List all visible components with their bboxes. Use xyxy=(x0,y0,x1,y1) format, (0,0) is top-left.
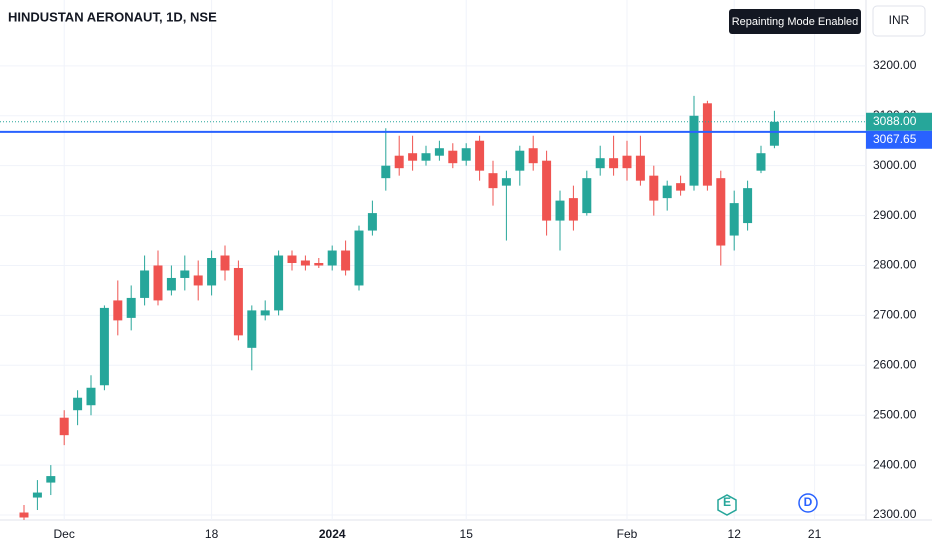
candle-body xyxy=(555,200,565,221)
last-price-box xyxy=(866,112,932,131)
candle-body xyxy=(716,178,726,246)
candle-body xyxy=(689,115,699,186)
candle-body xyxy=(568,198,578,221)
x-tick-label: Dec xyxy=(54,527,75,541)
candle-body xyxy=(180,270,190,278)
candle-body xyxy=(46,476,56,483)
candle-body xyxy=(408,153,418,161)
candle-body xyxy=(475,140,485,171)
x-tick-label: Feb xyxy=(617,527,638,541)
marker-label[interactable]: D xyxy=(804,495,813,509)
x-tick-label: 21 xyxy=(808,527,822,541)
candle-body xyxy=(515,150,525,171)
candle-body xyxy=(743,188,753,224)
plot xyxy=(0,0,866,520)
y-tick-label: 3000.00 xyxy=(873,158,917,172)
candle-body xyxy=(153,265,163,301)
candle-body xyxy=(233,267,243,336)
candle-body xyxy=(32,492,42,498)
last-price-label: 3088.00 xyxy=(873,114,917,128)
candle-body xyxy=(260,310,270,316)
candle-body xyxy=(448,150,458,164)
candle-body xyxy=(220,255,230,271)
badge: Repainting Mode Enabled xyxy=(732,16,859,28)
candle-body xyxy=(73,397,83,411)
candle-body xyxy=(140,270,150,298)
candle-body xyxy=(461,148,471,161)
candle-body xyxy=(193,275,203,286)
reference-label: 3067.65 xyxy=(873,132,917,146)
price-axis-panel xyxy=(866,0,932,550)
currency[interactable]: INR xyxy=(889,13,910,27)
y-tick-label: 2400.00 xyxy=(873,457,917,471)
candle-body xyxy=(99,307,109,386)
candle-body xyxy=(756,153,766,171)
candle-body xyxy=(341,250,351,271)
candle-body xyxy=(421,153,431,161)
candle-body xyxy=(501,178,511,186)
candle-body xyxy=(488,173,498,189)
x-tick-label: 15 xyxy=(460,527,474,541)
candle-body xyxy=(287,255,297,263)
y-tick-label: 2700.00 xyxy=(873,308,917,322)
candle-body xyxy=(582,178,592,214)
candle-body xyxy=(769,121,779,146)
candle-body xyxy=(434,148,444,156)
candle-body xyxy=(274,255,284,311)
x-tick-label: 12 xyxy=(728,527,742,541)
candle-body xyxy=(662,185,672,199)
candle-body xyxy=(207,258,217,286)
y-tick-label: 2800.00 xyxy=(873,258,917,272)
candle-body xyxy=(300,260,310,266)
badge-bg xyxy=(729,9,861,34)
candle-body xyxy=(729,203,739,236)
candle-body xyxy=(649,175,659,201)
candle-body xyxy=(86,387,96,406)
candle-body xyxy=(247,310,257,348)
x-tick-label: 18 xyxy=(205,527,219,541)
candle-body xyxy=(381,165,391,179)
candle-body xyxy=(622,155,632,169)
reference-box xyxy=(866,130,932,149)
candle-body xyxy=(59,417,69,436)
candle-body xyxy=(676,183,686,191)
x-tick-label: 2024 xyxy=(319,527,346,541)
currency-button[interactable] xyxy=(872,5,926,37)
candle-body xyxy=(354,230,364,286)
candle-body xyxy=(367,213,377,231)
candle-body xyxy=(314,262,324,266)
y-tick-label: 3200.00 xyxy=(873,58,917,72)
candle-body xyxy=(19,512,29,518)
candle-body xyxy=(126,297,136,318)
dividend-marker[interactable] xyxy=(798,493,818,513)
y-tick-label: 2900.00 xyxy=(873,208,917,222)
chart-title: HINDUSTAN AERONAUT, 1D, NSE xyxy=(8,9,217,24)
candle-body xyxy=(394,155,404,169)
candle-body xyxy=(113,300,123,321)
candle-body xyxy=(166,277,176,291)
candle-body xyxy=(635,155,645,181)
marker-label[interactable]: E xyxy=(723,495,731,509)
y-tick-label: 2300.00 xyxy=(873,507,917,521)
y-tick-label: 2600.00 xyxy=(873,357,917,371)
candle-body xyxy=(609,158,619,169)
candle-body xyxy=(528,148,538,164)
candle-body xyxy=(702,103,712,186)
candle-body xyxy=(327,250,337,266)
candle-body xyxy=(542,160,552,221)
candle-body xyxy=(595,158,605,169)
y-tick-label: 2500.00 xyxy=(873,407,917,421)
earnings-marker[interactable] xyxy=(717,494,737,516)
